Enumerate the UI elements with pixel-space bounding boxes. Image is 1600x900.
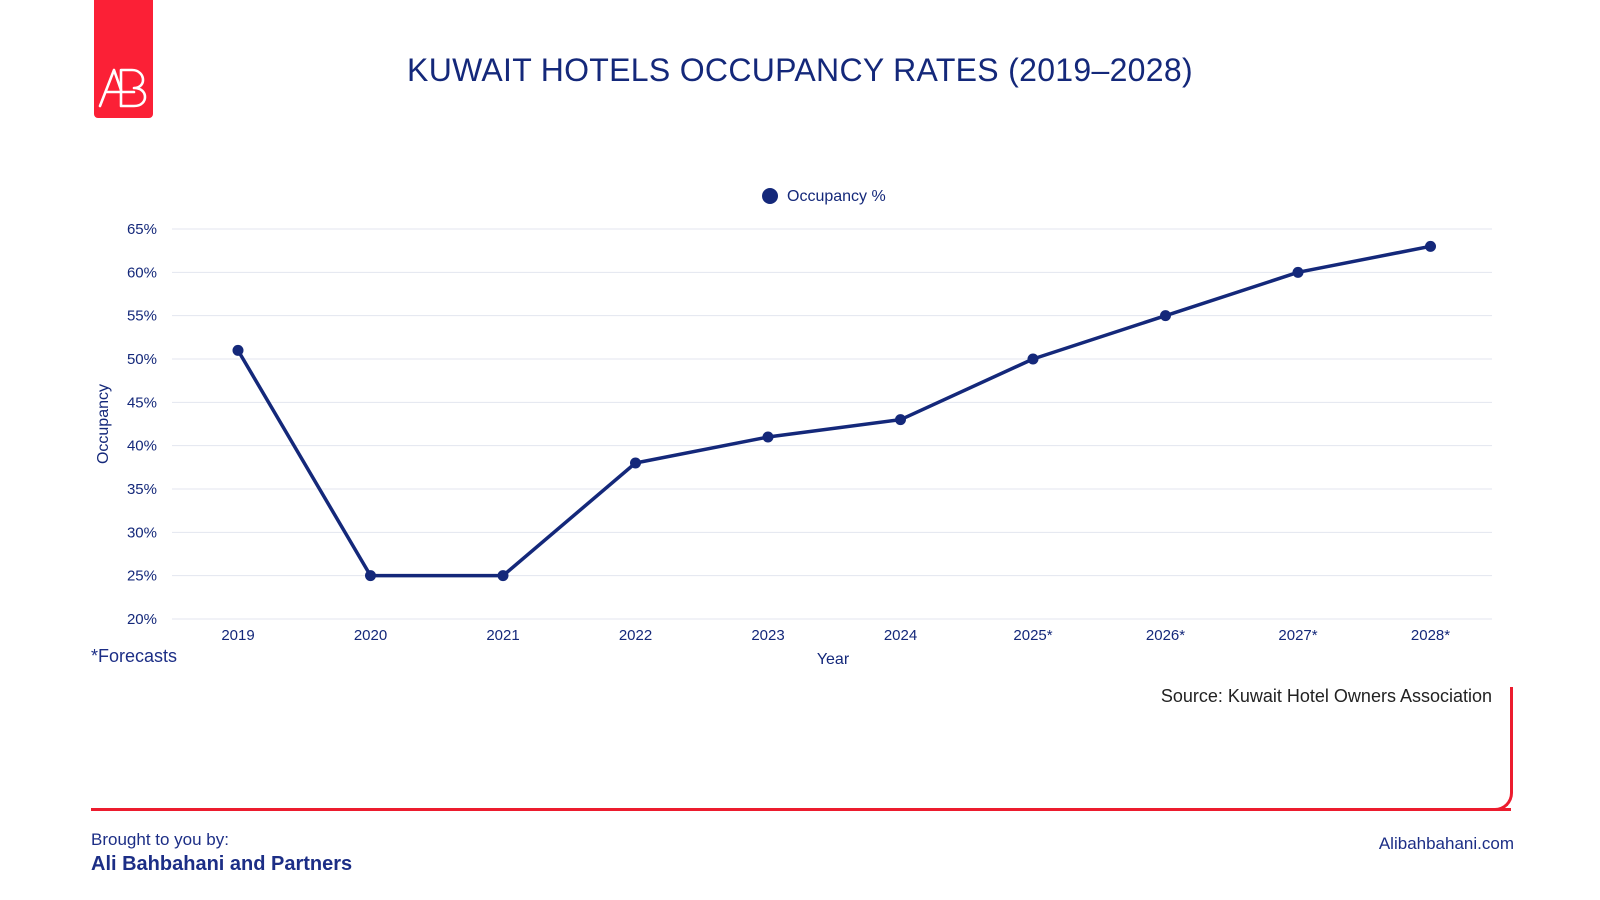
x-tick-label: 2024: [884, 627, 917, 644]
y-tick-label: 50%: [127, 351, 157, 368]
y-tick-label: 55%: [127, 308, 157, 325]
x-tick-label: 2023: [751, 627, 784, 644]
legend-marker: [762, 188, 778, 204]
y-axis-label: Occupancy: [95, 384, 112, 464]
data-point: [630, 457, 641, 469]
line-chart: 20% 25% 30% 35% 40% 45% 50% 55% 60% 65% 2019 2020 20…: [95, 188, 1492, 668]
y-tick-label: 40%: [127, 438, 157, 455]
source-note: Source: Kuwait Hotel Owners Association: [1160, 686, 1492, 706]
legend-label: Occupancy %: [787, 188, 886, 205]
data-point: [232, 344, 244, 356]
y-tick-label: 65%: [127, 221, 157, 238]
series-line: [236, 244, 1433, 578]
x-axis-label: Year: [817, 651, 850, 668]
y-tick-label: 20%: [127, 611, 157, 628]
y-tick-label: 25%: [127, 568, 157, 585]
forecast-note: *Forecasts: [91, 646, 178, 666]
data-point: [895, 414, 906, 426]
data-point: [1027, 353, 1039, 365]
brand-logo-mark: [98, 68, 147, 108]
data-point: [365, 570, 376, 582]
data-point: [1160, 310, 1171, 322]
brand-logo: [94, 0, 153, 118]
data-point: [762, 431, 774, 443]
x-tick-label: 2028*: [1411, 627, 1450, 644]
x-tick-label: 2022: [619, 627, 652, 644]
y-tick-label: 45%: [127, 394, 157, 411]
x-tick-label: 2025*: [1013, 627, 1052, 644]
data-point: [1292, 266, 1304, 278]
x-tick-label: 2026*: [1146, 627, 1185, 644]
x-tick-label: 2027*: [1278, 627, 1317, 644]
x-tick-label: 2019: [221, 627, 254, 644]
footer-divider: [91, 808, 1511, 811]
website-link[interactable]: Alibahbahani.com: [1378, 834, 1514, 853]
y-tick-label: 60%: [127, 264, 157, 281]
y-tick-label: 30%: [127, 524, 157, 541]
x-tick-label: 2021: [486, 627, 519, 644]
brought-by-label: Brought to you by:: [91, 830, 229, 849]
x-tick-label: 2020: [354, 627, 387, 644]
chart-title: KUWAIT HOTELS OCCUPANCY RATES (2019–2028…: [407, 52, 1193, 88]
frame-corner-line: [1492, 687, 1513, 811]
data-point: [1425, 240, 1436, 252]
company-name: Ali Bahbahani and Partners: [91, 853, 353, 875]
y-tick-label: 35%: [127, 481, 157, 498]
data-point: [497, 570, 509, 582]
